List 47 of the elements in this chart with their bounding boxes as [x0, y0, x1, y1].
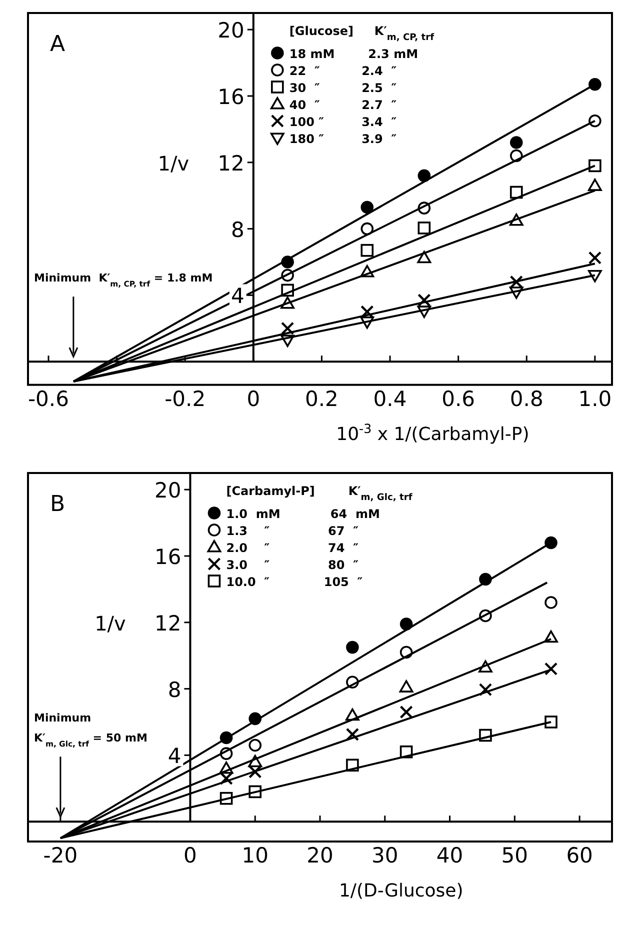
annotation: Minimum K′$_{m, Glc, trf}$ = 50 mM [34, 712, 148, 748]
x-tick-label: 40 [436, 844, 464, 868]
y-tick-label: 4 [168, 744, 182, 768]
legend-title: [Carbamyl-P] K′$_{m, Glc, trf}$ [226, 484, 414, 503]
legend-label: 1.0 mM 64 mM [226, 507, 380, 521]
x-tick-label: 0 [184, 844, 197, 868]
x-tick-label: 0.8 [510, 386, 544, 411]
y-tick-label: 4 [231, 284, 244, 308]
x-tick-label: 0 [246, 386, 260, 411]
x-tick-label: 60 [566, 844, 593, 868]
y-tick-label: 12 [218, 151, 244, 176]
legend-label: 1.3 ″ 67 ″ [226, 524, 360, 538]
x-tick-label: -0.2 [164, 386, 206, 411]
y-axis-title: 1/v [94, 611, 126, 636]
y-tick-label: 20 [218, 18, 244, 43]
y-tick-label: 12 [154, 611, 182, 636]
y-tick-label: 16 [218, 85, 244, 109]
x-tick-label: -0.6 [28, 386, 69, 411]
x-axis-title: 1/(D-Glucose) [338, 880, 464, 902]
annotation: Minimum K′$_{m, CP, trf}$ = 1.8 mM [34, 272, 213, 288]
legend-label: 2.0 ″ 74 ″ [226, 541, 360, 555]
x-tick-label: 30 [372, 844, 398, 868]
y-tick-label: 8 [168, 678, 182, 702]
y-tick-label: 8 [231, 218, 244, 242]
y-axis-title: 1/v [158, 151, 190, 176]
x-tick-label: 1.0 [578, 386, 612, 411]
x-tick-label: -20 [43, 844, 78, 868]
text: A [50, 32, 66, 57]
text: B [50, 492, 66, 517]
legend-label: 10.0 ″ 105 ″ [226, 575, 364, 589]
legend-label: 100 ″ 3.4 ″ [289, 115, 398, 129]
y-tick-label: 20 [154, 478, 182, 503]
x-tick-label: 50 [501, 844, 528, 868]
legend-label: 3.0 ″ 80 ″ [226, 558, 360, 572]
legend-label: 18 mM 2.3 mM [289, 47, 418, 61]
y-tick-label: 16 [154, 545, 182, 569]
legend-label: 22 ″ 2.4 ″ [289, 64, 398, 78]
x-tick-label: 20 [306, 844, 334, 868]
legend-label: 30 ″ 2.5 ″ [289, 81, 398, 95]
x-tick-label: 0.6 [442, 386, 476, 411]
legend-label: 180 ″ 3.9 ″ [289, 132, 398, 146]
x-tick-label: 10 [242, 844, 268, 868]
legend-title: [Glucose] K′$_{m, CP, trf}$ [289, 24, 436, 43]
x-tick-label: 0.4 [373, 386, 407, 411]
legend-label: 40 ″ 2.7 ″ [289, 98, 398, 112]
x-axis-title: 10$^{-3}$ x 1/(Carbamyl-P) [336, 420, 530, 445]
x-tick-label: 0.2 [305, 386, 338, 411]
